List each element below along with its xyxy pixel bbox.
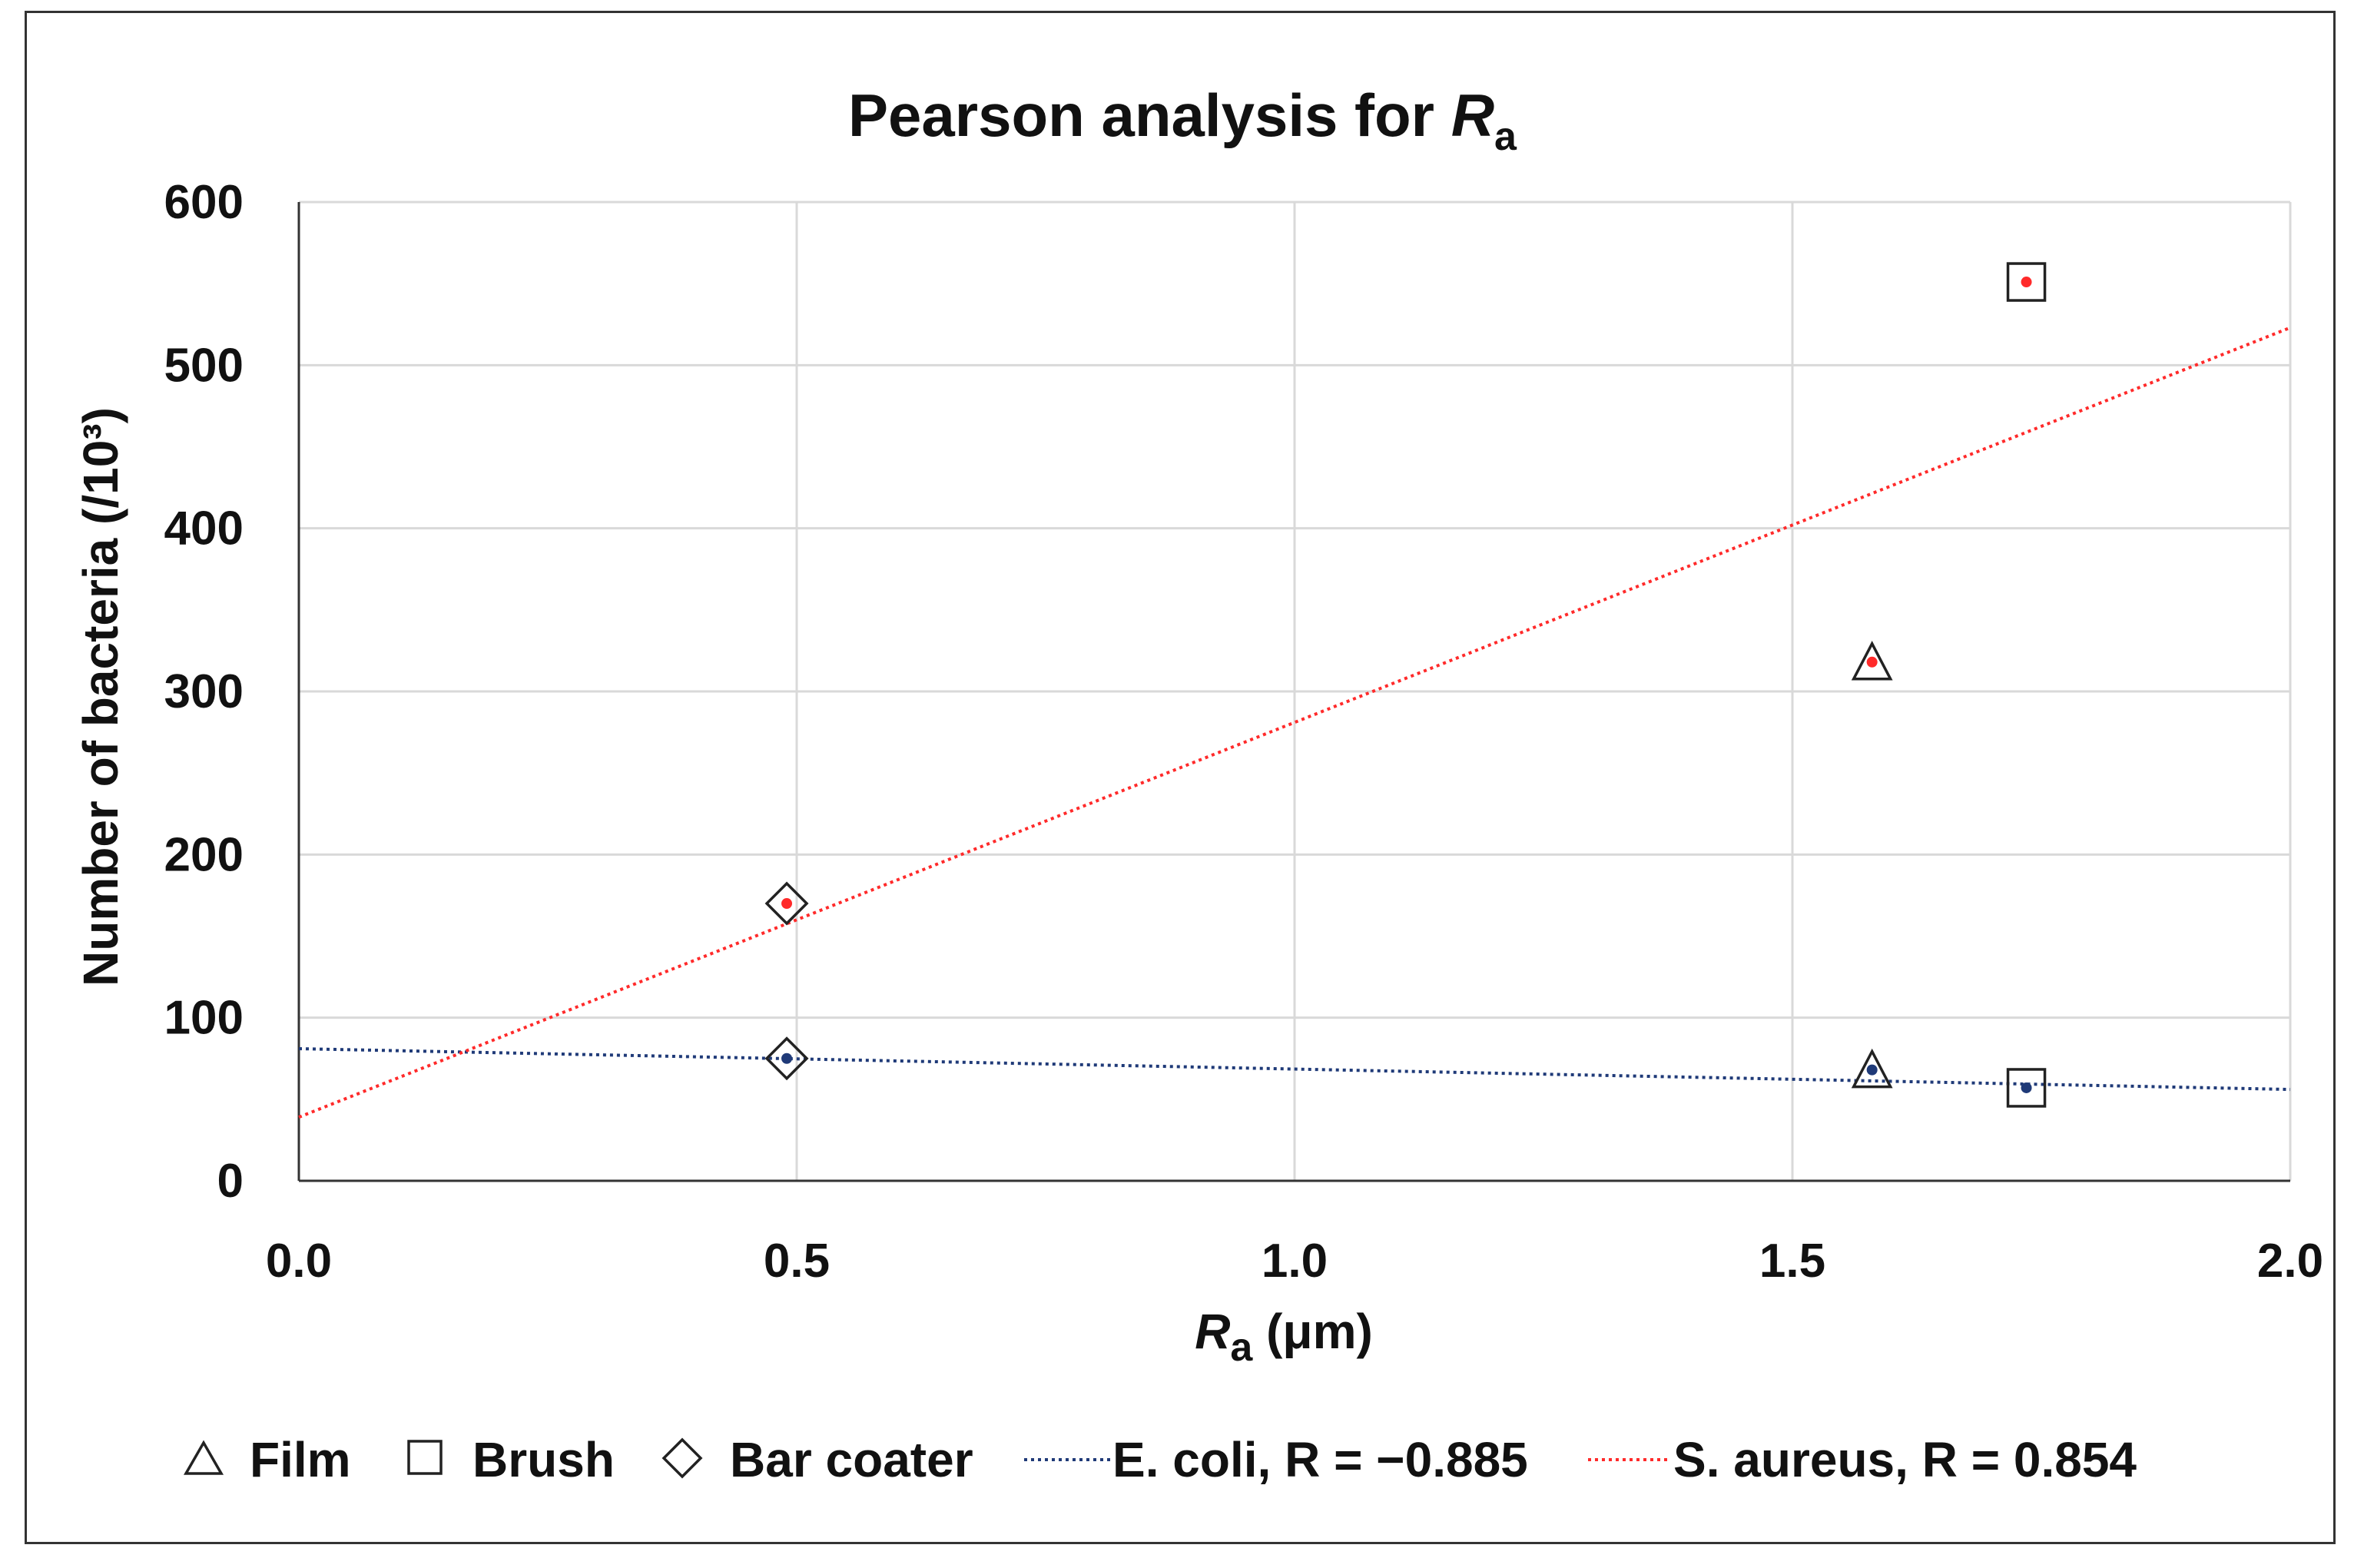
y-tick-label: 500 <box>164 339 244 392</box>
x-tick-label: 1.5 <box>1759 1235 1825 1288</box>
x-tick-label: 1.0 <box>1262 1235 1328 1288</box>
point-marker-square <box>2006 262 2047 302</box>
legend: Film Brush Bar coater E. coli, R = −0.88… <box>183 1432 2137 1487</box>
trendline-e-coli <box>298 1047 2291 1092</box>
chart-title: Pearson analysis for Ra <box>848 81 1517 159</box>
y-tick-label: 200 <box>164 828 244 881</box>
x-tick-label: 0.0 <box>266 1235 332 1288</box>
x-tick-label: 0.5 <box>764 1235 830 1288</box>
data-point <box>781 898 793 910</box>
point-marker-diamond <box>764 881 809 926</box>
y-axis-label: Number of bacteria (/10³) <box>73 407 128 986</box>
trendline-s-aureus <box>298 326 2291 1119</box>
data-point <box>2021 1082 2032 1093</box>
x-tick-label: 2.0 <box>2257 1235 2323 1288</box>
data-point-layer <box>764 262 2047 1108</box>
y-tick-label: 100 <box>164 992 244 1045</box>
point-marker-square <box>2006 1068 2047 1108</box>
y-tick-label: 0 <box>217 1155 244 1208</box>
legend-label-ecoli: E. coli, R = −0.885 <box>1112 1432 1528 1487</box>
data-point <box>2021 277 2032 288</box>
x-axis-label: Ra (μm) <box>1195 1304 1373 1370</box>
legend-label-brush: Brush <box>472 1432 615 1487</box>
point-marker-triangle <box>1851 1048 1893 1089</box>
tick-label-layer: 0 100 200 300 400 500 600 0.0 0.5 1.0 1.5 2.0 <box>164 176 2324 1288</box>
legend-label-bar-coater: Bar coater <box>730 1432 973 1487</box>
grid-layer <box>299 201 2292 1181</box>
data-point <box>1866 1064 1878 1076</box>
data-point <box>1866 656 1878 668</box>
legend-label-film: Film <box>250 1432 351 1487</box>
legend-square-icon <box>407 1440 443 1475</box>
y-tick-label: 600 <box>164 176 244 229</box>
legend-label-saureus: S. aureus, R = 0.854 <box>1673 1432 2137 1487</box>
chart-frame: Pearson analysis for Ra 0 100 200 300 400 500… <box>25 11 2336 1544</box>
trendline-layer <box>298 326 2291 1119</box>
data-point <box>781 1053 793 1064</box>
point-marker-triangle <box>1851 640 1893 681</box>
point-marker-diamond <box>764 1036 809 1081</box>
legend-diamond-icon <box>661 1437 703 1479</box>
axis-layer <box>297 202 2290 1182</box>
legend-triangle-icon <box>183 1440 224 1475</box>
y-tick-label: 400 <box>164 502 244 555</box>
y-tick-label: 300 <box>164 665 244 718</box>
scatter-chart: Pearson analysis for Ra 0 100 200 300 400 500… <box>73 81 2324 1487</box>
